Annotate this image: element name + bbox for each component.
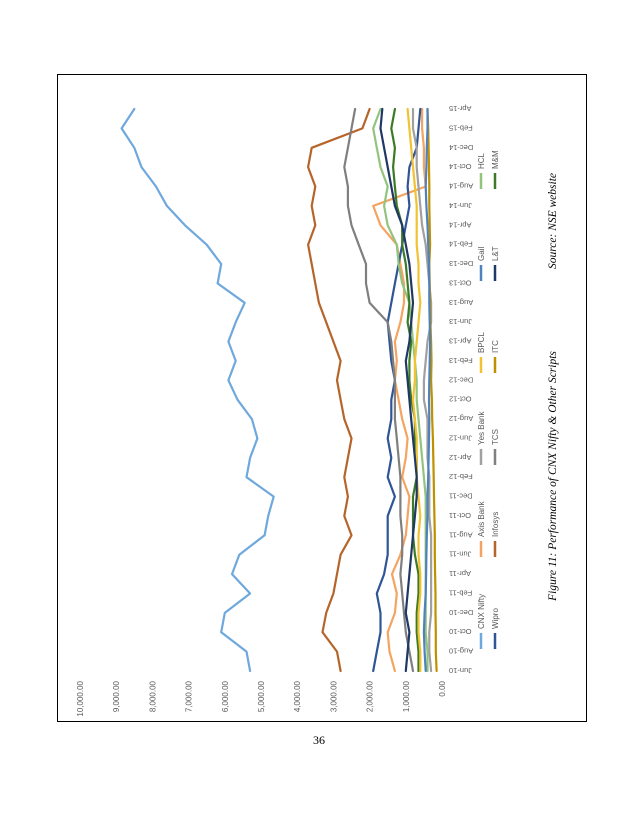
legend-label-axis-bank: Axis Bank — [477, 500, 486, 537]
x-tick-label: Aug-12 — [449, 414, 473, 423]
y-tick-label: 5,000.00 — [257, 680, 266, 712]
x-tick-label: Apr-15 — [449, 104, 472, 113]
legend-label-cnx-nifty: CNX Nifty — [477, 594, 486, 629]
y-tick-label: 4,000.00 — [293, 680, 302, 712]
x-axis-labels: Jun-10 Aug-10 Oct-10 Dec-10 Feb-11 Apr-11 Jun-… — [449, 104, 473, 675]
x-tick-label: Jun-13 — [449, 317, 472, 326]
legend: CNX Nifty Axis Bank Yes Bank BPCL Gail HCL Wip… — [477, 150, 500, 649]
x-tick-label: Feb-14 — [449, 240, 473, 249]
series-line-axis-bank — [372, 107, 427, 673]
x-tick-label: Jun-11 — [449, 550, 471, 559]
y-tick-label: 9,000.00 — [112, 680, 121, 712]
series-line-infosys — [307, 107, 371, 673]
x-tick-label: Feb-12 — [449, 472, 473, 481]
series-lines — [120, 107, 438, 673]
legend-label-yes-bank: Yes Bank — [477, 410, 486, 445]
legend-label-itc: ITC — [491, 340, 500, 353]
legend-label-infosys: Infosys — [491, 512, 500, 537]
x-tick-label: Oct-14 — [449, 162, 472, 171]
x-tick-label: Oct-12 — [449, 395, 472, 404]
x-tick-label: Feb-11 — [449, 588, 472, 597]
series-line-m-m — [390, 107, 420, 673]
y-tick-label: 3,000.00 — [329, 680, 338, 712]
x-tick-label: Oct-10 — [449, 627, 472, 636]
y-tick-label: 1,000.00 — [402, 680, 411, 712]
legend-label-hcl: HCL — [477, 152, 486, 169]
series-line-l-t — [379, 107, 418, 673]
x-tick-label: Oct-11 — [449, 511, 471, 520]
series-line-itc — [426, 107, 438, 673]
figure-caption: Figure 11: Performance of CNX Nifty & Ot… — [547, 351, 559, 602]
x-tick-label: Aug-10 — [449, 647, 473, 656]
series-line-tcs — [343, 107, 415, 673]
legend-label-wipro: Wipro — [491, 608, 500, 629]
y-tick-label: 8,000.00 — [148, 680, 157, 712]
x-tick-label: Apr-12 — [449, 453, 472, 462]
y-tick-label: 0.00 — [438, 680, 447, 696]
x-tick-label: Aug-13 — [449, 298, 473, 307]
x-tick-label: Jun-10 — [449, 666, 472, 675]
x-tick-label: Apr-14 — [449, 220, 472, 229]
legend-label-m-m: M&M — [491, 150, 500, 169]
series-line-wipro — [372, 107, 422, 673]
x-tick-label: Dec-13 — [449, 259, 473, 268]
x-tick-label: Feb-15 — [449, 123, 473, 132]
figure-source: Source: NSE website — [547, 173, 559, 269]
y-tick-label: 10,000.00 — [76, 680, 85, 716]
x-tick-label: Aug-11 — [449, 530, 473, 539]
line-chart: 0.00 1,000.00 2,000.00 3,000.00 4,000.00 5,00… — [76, 104, 559, 717]
y-tick-label: 7,000.00 — [185, 680, 194, 712]
x-tick-label: Dec-10 — [449, 608, 473, 617]
x-tick-label: Dec-11 — [449, 492, 473, 501]
series-line-gail — [422, 107, 432, 673]
y-tick-label: 6,000.00 — [221, 680, 230, 712]
legend-label-l-t: L&T — [491, 246, 500, 261]
series-line-cnx-nifty — [120, 107, 275, 673]
x-tick-label: Jun-12 — [449, 433, 472, 442]
x-tick-label: Oct-13 — [449, 278, 472, 287]
y-tick-label: 2,000.00 — [366, 680, 375, 712]
x-tick-label: Jun-14 — [449, 201, 472, 210]
x-tick-label: Aug-14 — [449, 182, 473, 191]
figure-frame: 0.00 1,000.00 2,000.00 3,000.00 4,000.00 5,00… — [57, 74, 587, 722]
x-tick-label: Apr-13 — [449, 337, 472, 346]
page-number: 36 — [313, 733, 325, 747]
series-line-yes-bank — [411, 107, 433, 673]
series-line-bpcl — [406, 107, 422, 673]
legend-label-gail: Gail — [477, 247, 486, 261]
legend-label-tcs: TCS — [491, 429, 500, 445]
x-tick-label: Feb-13 — [449, 356, 473, 365]
x-tick-label: Apr-11 — [449, 569, 471, 578]
x-tick-label: Dec-14 — [449, 143, 473, 152]
x-tick-label: Dec-12 — [449, 375, 473, 384]
legend-label-bpcl: BPCL — [477, 332, 486, 353]
y-axis-ticks: 0.00 1,000.00 2,000.00 3,000.00 4,000.00 5,00… — [76, 680, 447, 716]
